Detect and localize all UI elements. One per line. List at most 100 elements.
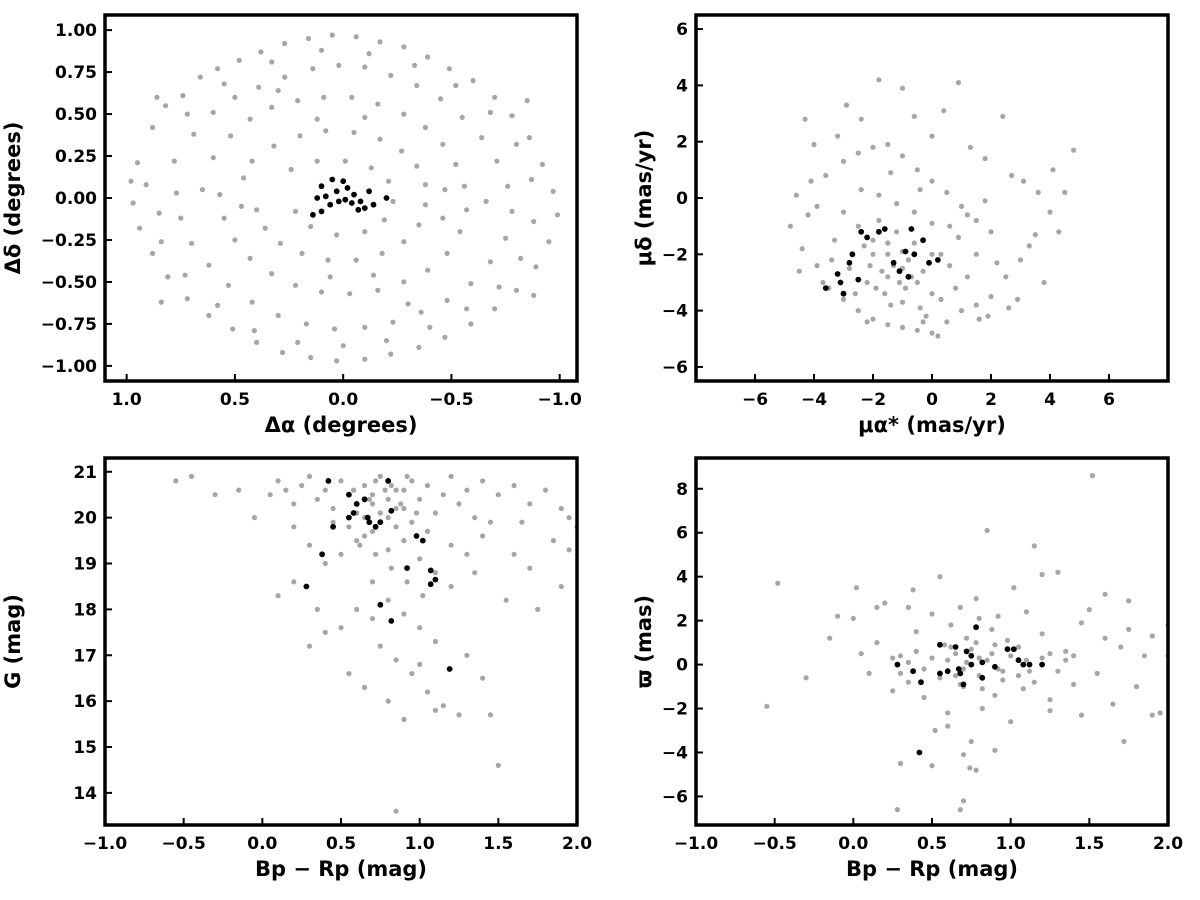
field-star-point xyxy=(362,64,368,70)
field-star-point xyxy=(492,94,498,100)
member-star-point xyxy=(372,523,379,530)
field-star-point xyxy=(422,202,428,208)
field-star-point xyxy=(888,302,894,308)
y-tick-label: 0.50 xyxy=(55,105,97,125)
field-star-point xyxy=(331,326,338,332)
field-star-point xyxy=(1032,232,1038,238)
member-star-point xyxy=(318,183,325,190)
member-star-point xyxy=(920,237,926,244)
field-star-point xyxy=(876,217,882,224)
member-star-point xyxy=(404,565,410,571)
field-star-point xyxy=(511,482,517,489)
field-star-point xyxy=(1008,653,1014,659)
field-star-point xyxy=(1126,598,1132,604)
field-star-point xyxy=(958,308,965,314)
member-star-point xyxy=(968,652,975,659)
field-star-point xyxy=(440,215,446,221)
field-star-point xyxy=(1126,626,1132,633)
field-star-point xyxy=(1047,209,1053,215)
member-star-point xyxy=(905,273,912,280)
field-star-point xyxy=(404,579,410,585)
member-star-point xyxy=(910,668,916,675)
field-star-point xyxy=(373,551,379,557)
field-star-point xyxy=(334,232,340,238)
member-star-point xyxy=(344,185,351,191)
member-star-point xyxy=(894,661,901,668)
field-star-point xyxy=(921,694,927,701)
field-star-point xyxy=(1017,257,1024,263)
field-star-point xyxy=(470,77,476,84)
member-star-point xyxy=(330,523,336,530)
member-star-point xyxy=(876,228,882,235)
field-star-point xyxy=(509,113,515,119)
field-star-point xyxy=(967,144,974,150)
member-star-point xyxy=(890,259,897,266)
field-star-point xyxy=(362,229,368,235)
field-star-point xyxy=(558,505,564,512)
field-star-point xyxy=(1071,681,1077,688)
y-tick-label: 14 xyxy=(73,784,97,804)
field-star-point xyxy=(1003,274,1009,280)
member-star-point xyxy=(310,211,316,218)
field-star-point xyxy=(1078,620,1085,626)
field-star-point xyxy=(840,158,847,164)
field-star-point xyxy=(308,354,314,361)
field-star-point xyxy=(905,679,912,685)
field-star-point xyxy=(796,268,802,274)
field-star-point xyxy=(944,189,950,195)
field-star-point xyxy=(1000,668,1006,674)
field-star-point xyxy=(866,670,872,677)
y-tick-label: 17 xyxy=(73,646,97,666)
field-star-point xyxy=(957,807,963,813)
field-star-point xyxy=(409,671,415,677)
field-star-point xyxy=(459,114,465,120)
y-axis-label: ϖ (mas) xyxy=(632,595,656,688)
member-star-point xyxy=(346,491,352,498)
member-star-point xyxy=(329,176,336,183)
field-star-point xyxy=(897,653,904,659)
field-star-point xyxy=(989,626,995,633)
field-star-point xyxy=(448,473,454,479)
field-star-point xyxy=(858,651,864,657)
field-star-point xyxy=(401,611,407,617)
panel-proper-motions: −6 −4 −2 0 2 4 6 6 4 2 0 −2 −4 −6 μα* (mas/yr) μδ (mas/… xyxy=(632,13,1170,437)
member-star-point xyxy=(357,198,364,205)
field-star-point xyxy=(188,473,195,479)
field-star-point xyxy=(271,143,277,149)
field-star-point xyxy=(314,606,320,613)
field-star-point xyxy=(291,501,297,507)
field-star-point xyxy=(1008,719,1014,725)
field-star-point xyxy=(230,326,236,332)
member-star-point xyxy=(1015,657,1022,664)
y-tick-label: 0.00 xyxy=(55,189,97,209)
field-star-point xyxy=(914,279,920,286)
member-star-point xyxy=(340,178,347,185)
field-star-point xyxy=(329,32,335,38)
field-star-point xyxy=(976,655,982,661)
field-star-point xyxy=(1118,644,1124,650)
field-star-point xyxy=(938,251,944,257)
field-star-point xyxy=(381,217,387,223)
field-star-point xyxy=(456,712,462,718)
field-star-point xyxy=(911,209,917,215)
field-star-point xyxy=(269,271,275,277)
field-star-point xyxy=(882,600,888,606)
x-tick-label: 4 xyxy=(1044,390,1056,410)
field-star-point xyxy=(156,210,162,216)
field-star-point xyxy=(1055,569,1061,575)
field-star-point xyxy=(357,542,363,548)
field-star-point xyxy=(938,296,944,302)
field-star-point xyxy=(531,292,537,298)
y-tick-label: 18 xyxy=(73,600,97,620)
field-star-point xyxy=(457,229,463,235)
field-star-point xyxy=(215,66,221,72)
member-star-point xyxy=(840,290,847,297)
x-tick-label: 2 xyxy=(985,390,997,410)
field-star-point xyxy=(808,178,814,184)
field-star-point xyxy=(340,343,346,349)
field-star-point xyxy=(888,170,894,176)
field-star-point xyxy=(911,240,917,246)
x-tick-label: −2 xyxy=(860,390,886,410)
field-star-point xyxy=(130,200,136,206)
